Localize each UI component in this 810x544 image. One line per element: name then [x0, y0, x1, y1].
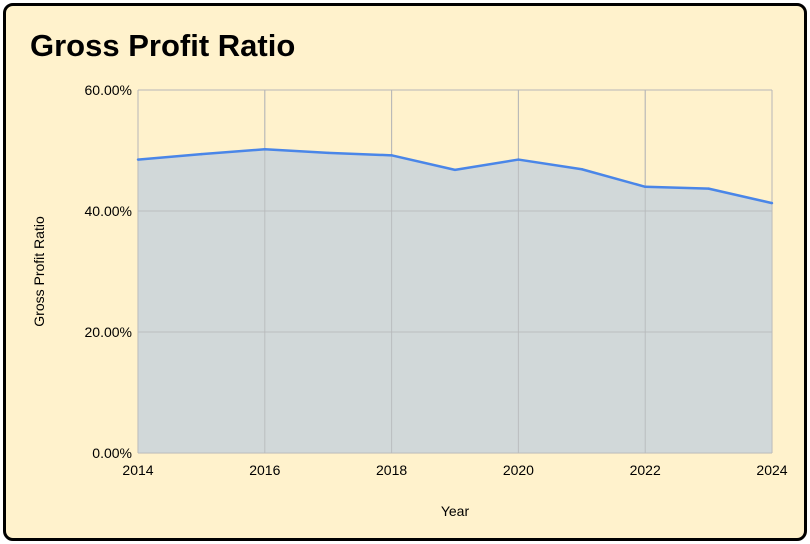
- data-point: [453, 168, 457, 172]
- y-tick-label: 60.00%: [85, 82, 132, 98]
- x-tick-label: 2024: [756, 462, 787, 478]
- x-tick-label: 2022: [630, 462, 661, 478]
- data-point: [263, 148, 266, 151]
- x-tick-label: 2014: [122, 462, 153, 478]
- x-tick-label: 2018: [376, 462, 407, 478]
- y-tick-label: 20.00%: [85, 324, 132, 340]
- data-point: [390, 154, 393, 157]
- data-point: [136, 158, 140, 161]
- tick-layer: 0.00% 20.00% 40.00% 60.00% 2014 2016 2018 2020 2…: [85, 82, 788, 478]
- data-point: [707, 187, 710, 190]
- data-point: [644, 185, 647, 188]
- x-tick-label: 2016: [249, 462, 280, 478]
- x-tick-label: 2020: [503, 462, 534, 478]
- chart-plot: 0.00% 20.00% 40.00% 60.00% 2014 2016 2018 2020 2…: [31, 82, 788, 519]
- data-point: [517, 158, 520, 161]
- points-layer: [136, 148, 774, 205]
- chart-title: Gross Profit Ratio: [30, 28, 296, 63]
- x-axis-label: Year: [441, 503, 470, 519]
- data-point: [327, 151, 330, 155]
- y-tick-label: 40.00%: [85, 203, 132, 219]
- data-point: [770, 201, 774, 205]
- data-point: [200, 152, 203, 156]
- area-fill: [138, 149, 772, 454]
- y-axis-label: Gross Profit Ratio: [31, 216, 47, 327]
- chart-card: Gross Profit Ratio 0.00% 20.00% 40.00% 60.0…: [3, 3, 807, 541]
- data-point: [580, 168, 583, 171]
- y-tick-label: 0.00%: [92, 445, 132, 461]
